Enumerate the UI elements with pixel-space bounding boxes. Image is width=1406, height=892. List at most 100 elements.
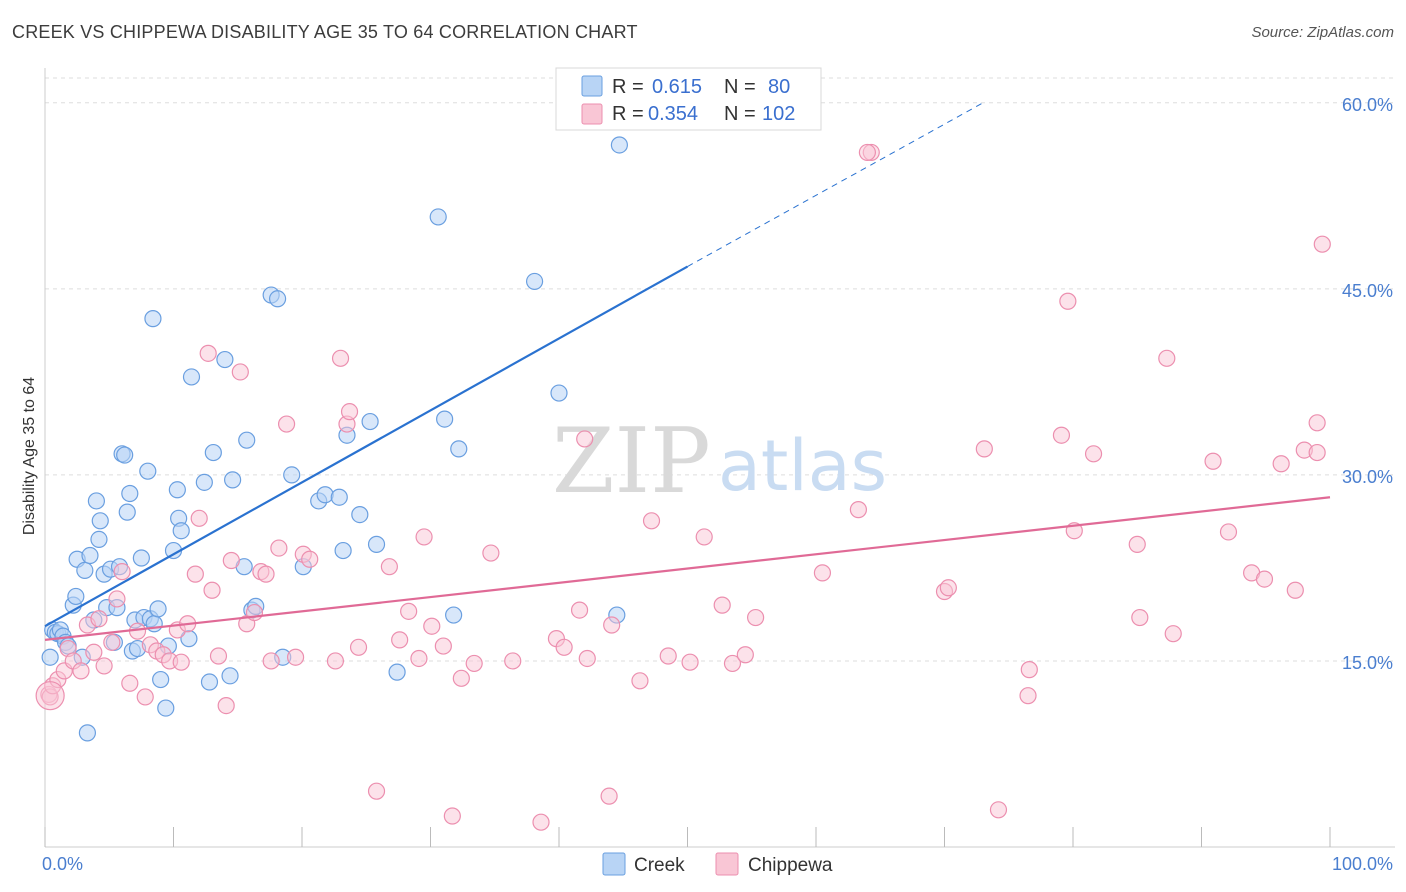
chippewa-point	[939, 579, 957, 597]
chippewa-point	[72, 662, 90, 680]
chippewa-point	[1020, 661, 1038, 679]
chippewa-point	[172, 653, 190, 671]
bottom-legend-swatch-chippewa	[715, 852, 739, 876]
creek-point	[610, 136, 628, 154]
chippewa-point	[642, 512, 661, 530]
chippewa-point	[1059, 292, 1077, 310]
creek-points	[41, 136, 628, 742]
chippewa-point	[277, 415, 296, 433]
legend-swatch-chippewa	[581, 103, 603, 125]
chippewa-point	[217, 697, 235, 715]
legend-r-label-chippewa: R =	[612, 103, 644, 125]
chippewa-point	[578, 649, 596, 668]
creek-point	[216, 350, 234, 369]
x-tick-label-min: 0.0%	[42, 854, 83, 874]
chippewa-point	[570, 601, 589, 619]
creek-point	[81, 546, 99, 565]
legend-n-value-creek: 80	[768, 76, 790, 98]
chippewa-point	[103, 633, 121, 651]
creek-point	[550, 384, 568, 402]
chippewa-point	[326, 652, 345, 670]
chippewa-point	[380, 558, 398, 576]
bottom-legend-creek: Creek	[634, 855, 685, 876]
chippewa-point	[681, 653, 699, 671]
chippewa-point	[631, 672, 649, 690]
chippewa-point	[1308, 443, 1326, 462]
chippewa-point	[532, 813, 550, 831]
creek-point	[367, 535, 386, 553]
chippewa-point	[858, 143, 877, 162]
chippewa-point	[286, 648, 305, 666]
chippewa-point	[186, 565, 204, 583]
chippewa-point	[85, 643, 103, 661]
chippewa-point	[434, 637, 452, 655]
legend-r-value-creek: 0.615	[652, 76, 702, 98]
legend-n-label-creek: N =	[724, 76, 756, 98]
chippewa-point	[262, 652, 280, 670]
chippewa-point	[90, 610, 108, 628]
chippewa-point	[482, 544, 500, 562]
y-axis-label: Disability Age 35 to 64	[21, 377, 38, 535]
creek-point	[90, 530, 108, 549]
bottom-legend-chippewa: Chippewa	[748, 855, 833, 876]
chippewa-point	[270, 539, 288, 557]
chippewa-trend-line	[44, 496, 1331, 641]
chippewa-point	[747, 608, 765, 627]
chippewa-point	[989, 801, 1008, 819]
creek-point	[41, 648, 59, 666]
chippewa-point	[1308, 414, 1326, 432]
chippewa-point	[1164, 625, 1182, 643]
creek-point	[157, 699, 175, 717]
chippewa-point	[257, 565, 275, 583]
x-tick-label-max: 100.0%	[1332, 854, 1393, 874]
creek-point	[330, 488, 348, 506]
chippewa-point	[400, 602, 418, 620]
creek-point	[121, 484, 139, 503]
creek-point	[283, 466, 301, 484]
chippewa-point	[813, 564, 832, 582]
legend-swatch-creek	[581, 75, 603, 97]
creek-point	[87, 492, 106, 510]
chippewa-point	[1131, 608, 1149, 627]
chippewa-point	[331, 349, 350, 367]
chippewa-point	[723, 654, 742, 673]
legend-r-value-chippewa: 0.354	[648, 103, 698, 125]
chippewa-point	[367, 782, 386, 800]
trend-lines	[44, 102, 1331, 641]
creek-point	[204, 443, 222, 462]
chippewa-point	[600, 787, 618, 805]
axes-layer	[44, 68, 1395, 848]
bottom-legend-swatch-creek	[602, 852, 626, 876]
chippewa-point	[713, 596, 731, 614]
creek-point	[116, 446, 134, 464]
creek-point	[429, 208, 447, 226]
creek-point	[139, 462, 157, 480]
legend-r-label-creek: R =	[612, 76, 644, 98]
chippewa-point	[555, 638, 573, 656]
chippewa-point	[1255, 570, 1274, 588]
chippewa-point-cluster	[35, 681, 65, 711]
creek-trend-line	[44, 265, 689, 628]
chippewa-point	[1084, 445, 1103, 463]
creek-point	[91, 512, 109, 530]
chippewa-point	[1219, 523, 1238, 541]
chippewa-point	[108, 590, 126, 608]
creek-point	[144, 310, 162, 328]
creek-point	[388, 663, 406, 681]
creek-point	[334, 541, 352, 560]
chippewa-point	[95, 657, 113, 675]
chippewa-point	[576, 430, 594, 448]
y-tick-label: 45.0%	[1342, 281, 1393, 301]
creek-point	[172, 522, 190, 540]
watermark-atlas: atlas	[718, 425, 887, 507]
legend-n-value-chippewa: 102	[762, 103, 795, 125]
chippewa-point	[1313, 235, 1331, 253]
chippewa-point	[415, 528, 433, 546]
creek-point	[445, 606, 463, 624]
creek-point	[450, 440, 468, 458]
y-tick-labels: 15.0% 30.0% 45.0% 60.0%	[1342, 95, 1393, 673]
chippewa-point	[136, 688, 154, 706]
chippewa-point	[452, 669, 470, 687]
chippewa-point	[1052, 426, 1071, 444]
chippewa-point	[736, 646, 754, 664]
